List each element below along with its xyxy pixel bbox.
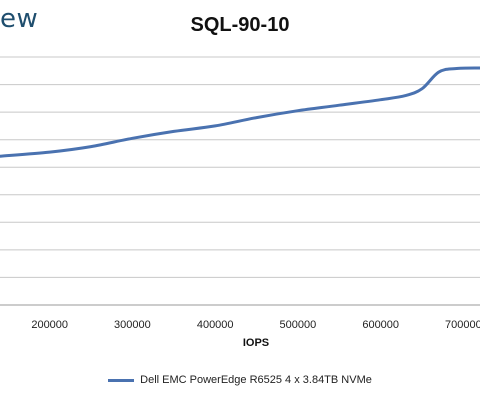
series-line [0,66,480,158]
x-tick-label: 700000 [445,319,480,331]
gridlines [0,56,480,306]
x-tick-label: 600000 [362,319,399,331]
x-axis-label: IOPS [243,337,269,349]
chart-legend: Dell EMC PowerEdge R6525 4 x 3.84TB NVMe [0,374,480,386]
x-axis-ticks: 200000 300000 400000 500000 600000 700000 [31,319,480,331]
legend-label: Dell EMC PowerEdge R6525 4 x 3.84TB NVMe [140,374,372,386]
chart-title: SQL-90-10 [190,14,290,36]
x-tick-label: 500000 [280,319,317,331]
x-tick-label: 200000 [31,319,68,331]
x-tick-label: 300000 [114,319,151,331]
x-tick-label: 400000 [197,319,234,331]
series-layer [0,66,480,158]
logo-text-fragment: ew [0,4,39,34]
legend-swatch [108,378,135,382]
